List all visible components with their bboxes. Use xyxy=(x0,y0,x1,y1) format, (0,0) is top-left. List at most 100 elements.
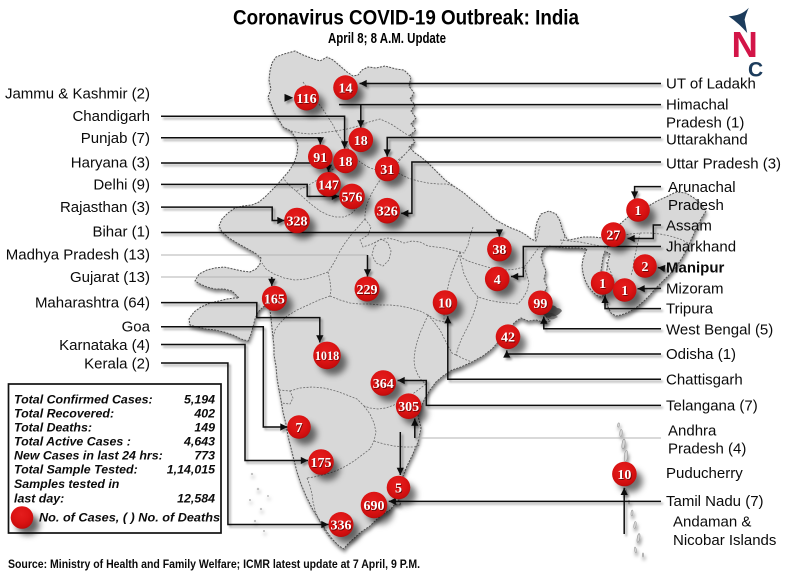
svg-text:1: 1 xyxy=(635,204,642,219)
svg-text:364: 364 xyxy=(374,378,395,393)
svg-text:116: 116 xyxy=(296,92,316,107)
svg-text:Punjab (7): Punjab (7) xyxy=(81,130,150,147)
svg-text:Bihar (1): Bihar (1) xyxy=(92,224,150,241)
svg-text:99: 99 xyxy=(534,298,548,313)
svg-text:116: 116 xyxy=(297,93,317,108)
svg-text:N: N xyxy=(732,24,758,65)
svg-text:328: 328 xyxy=(287,215,308,230)
svg-text:165: 165 xyxy=(264,292,285,307)
svg-text:Arunachal: Arunachal xyxy=(668,179,736,196)
svg-text:Total Sample Tested:: Total Sample Tested: xyxy=(14,462,138,476)
svg-text:305: 305 xyxy=(399,401,420,416)
svg-text:Odisha (1): Odisha (1) xyxy=(666,346,736,363)
svg-text:7: 7 xyxy=(296,421,303,436)
svg-text:18: 18 xyxy=(339,156,353,171)
svg-text:4,643: 4,643 xyxy=(183,434,215,448)
svg-text:Madhya Pradesh (13): Madhya Pradesh (13) xyxy=(6,247,150,264)
svg-text:27: 27 xyxy=(606,229,620,244)
svg-text:336: 336 xyxy=(331,519,352,534)
svg-text:Tripura: Tripura xyxy=(666,301,714,318)
svg-text:No. of Cases, ( ) No. of Deat: No. of Cases, ( ) No. of Deaths xyxy=(39,511,220,525)
svg-text:Himachal: Himachal xyxy=(666,97,729,114)
svg-text:326: 326 xyxy=(377,205,398,220)
svg-text:1: 1 xyxy=(599,277,606,292)
svg-text:Uttar Pradesh (3): Uttar Pradesh (3) xyxy=(666,156,781,173)
svg-text:10: 10 xyxy=(438,297,452,312)
svg-text:10: 10 xyxy=(439,297,453,312)
svg-text:42: 42 xyxy=(501,331,515,346)
svg-text:1018: 1018 xyxy=(316,350,340,364)
svg-text:31: 31 xyxy=(380,163,394,178)
svg-text:38: 38 xyxy=(492,243,506,258)
svg-text:147: 147 xyxy=(318,178,339,193)
svg-text:402: 402 xyxy=(193,406,215,420)
svg-text:Telangana (7): Telangana (7) xyxy=(666,398,758,415)
svg-text:Total Deaths:: Total Deaths: xyxy=(14,420,92,434)
svg-text:229: 229 xyxy=(357,283,378,298)
svg-text:336: 336 xyxy=(331,519,352,534)
svg-text:5: 5 xyxy=(396,482,403,497)
svg-text:175: 175 xyxy=(311,456,332,471)
svg-text:West Bengal (5): West Bengal (5) xyxy=(666,322,773,339)
svg-text:773: 773 xyxy=(194,448,215,462)
svg-text:18: 18 xyxy=(355,135,369,150)
svg-text:27: 27 xyxy=(607,229,621,244)
svg-text:1: 1 xyxy=(600,278,607,293)
svg-text:Pradesh (4): Pradesh (4) xyxy=(668,441,746,458)
svg-text:5,194: 5,194 xyxy=(184,392,215,406)
svg-text:Mizoram: Mizoram xyxy=(666,280,724,297)
svg-text:Total Confirmed Cases:: Total Confirmed Cases: xyxy=(14,392,153,406)
svg-text:690: 690 xyxy=(364,499,385,514)
svg-text:1: 1 xyxy=(635,205,642,220)
svg-text:Karnataka (4): Karnataka (4) xyxy=(59,337,150,354)
svg-text:2: 2 xyxy=(642,260,649,275)
svg-text:42: 42 xyxy=(502,332,516,347)
svg-text:10: 10 xyxy=(618,469,632,484)
svg-text:Haryana (3): Haryana (3) xyxy=(71,155,150,172)
svg-text:305: 305 xyxy=(398,400,419,415)
svg-text:165: 165 xyxy=(265,293,286,308)
svg-text:Coronavirus COVID-19 Outbreak:: Coronavirus COVID-19 Outbreak: India xyxy=(233,7,579,30)
svg-text:14: 14 xyxy=(339,82,353,97)
svg-text:18: 18 xyxy=(354,134,368,149)
svg-text:April 8; 8 A.M. Update: April 8; 8 A.M. Update xyxy=(328,31,446,47)
svg-text:4: 4 xyxy=(495,274,502,289)
svg-text:10: 10 xyxy=(617,468,631,483)
svg-text:690: 690 xyxy=(364,500,385,515)
svg-text:Pradesh: Pradesh xyxy=(668,197,724,214)
svg-text:Andhra: Andhra xyxy=(668,423,717,440)
svg-text:Andaman &: Andaman & xyxy=(673,514,751,531)
svg-text:Total Recovered:: Total Recovered: xyxy=(14,406,114,420)
svg-text:C: C xyxy=(748,58,763,81)
svg-text:14: 14 xyxy=(339,82,353,97)
svg-text:Samples tested in: Samples tested in xyxy=(14,477,120,491)
svg-text:Nicobar Islands: Nicobar Islands xyxy=(673,532,776,549)
svg-text:31: 31 xyxy=(381,164,395,179)
svg-text:Jharkhand: Jharkhand xyxy=(666,239,736,256)
svg-text:7: 7 xyxy=(296,422,303,437)
svg-text:1: 1 xyxy=(621,284,628,299)
svg-text:99: 99 xyxy=(533,297,547,312)
svg-text:576: 576 xyxy=(342,190,363,205)
svg-text:Tamil Nadu (7): Tamil Nadu (7) xyxy=(666,493,764,510)
svg-text:Kerala (2): Kerala (2) xyxy=(84,356,150,373)
svg-text:364: 364 xyxy=(373,377,394,392)
svg-text:Delhi (9): Delhi (9) xyxy=(93,176,150,193)
svg-text:1,14,015: 1,14,015 xyxy=(167,462,216,476)
svg-text:UT of Ladakh: UT of Ladakh xyxy=(666,76,756,93)
svg-text:1: 1 xyxy=(622,285,629,300)
svg-text:Total Active Cases :: Total Active Cases : xyxy=(14,434,131,448)
svg-text:326: 326 xyxy=(378,206,399,221)
svg-text:91: 91 xyxy=(314,152,328,167)
svg-text:Uttarakhand: Uttarakhand xyxy=(666,132,748,149)
svg-text:Manipur: Manipur xyxy=(666,260,724,277)
svg-text:576: 576 xyxy=(342,191,363,206)
svg-text:Assam: Assam xyxy=(666,218,712,235)
svg-text:Maharashtra (64): Maharashtra (64) xyxy=(35,295,150,312)
svg-text:147: 147 xyxy=(319,179,340,194)
svg-text:Rajasthan (3): Rajasthan (3) xyxy=(60,199,150,216)
svg-text:Chattisgarh: Chattisgarh xyxy=(666,372,743,389)
svg-text:Pradesh (1): Pradesh (1) xyxy=(666,115,744,132)
svg-text:Gujarat (13): Gujarat (13) xyxy=(70,269,150,286)
svg-text:149: 149 xyxy=(194,420,215,434)
